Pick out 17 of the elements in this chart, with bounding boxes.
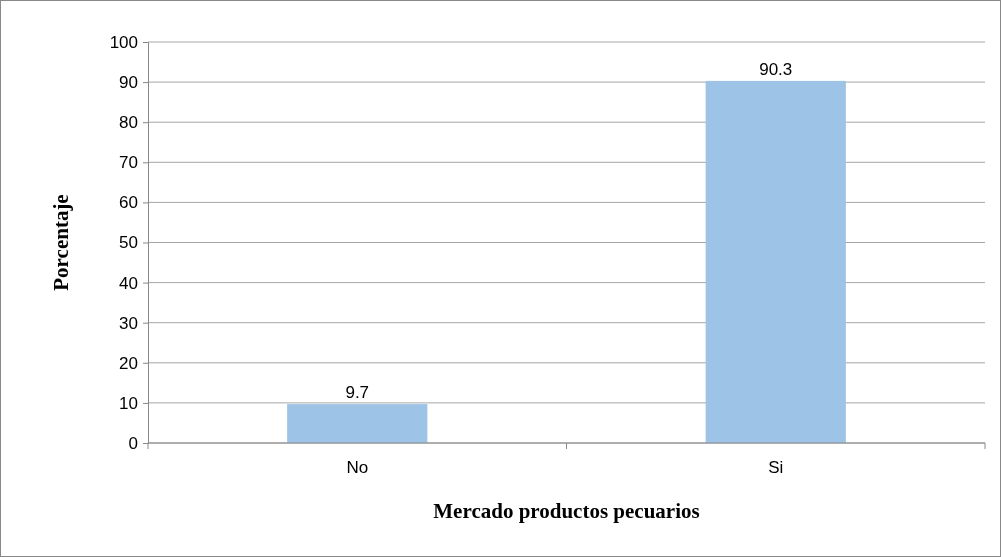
y-tick-label: 10 <box>119 393 138 413</box>
y-tick-label: 100 <box>109 32 138 52</box>
y-tick-label: 70 <box>119 153 138 173</box>
y-tick-label: 80 <box>119 113 138 133</box>
x-axis-title: Mercado productos pecuarios <box>433 499 700 523</box>
y-tick-label: 20 <box>119 353 138 373</box>
y-axis-title: Porcentaje <box>49 194 73 291</box>
y-tick-label: 90 <box>119 73 138 93</box>
y-tick-label: 0 <box>128 433 138 453</box>
y-tick-label: 50 <box>119 233 138 253</box>
data-label: 90.3 <box>759 59 793 79</box>
data-label: 9.7 <box>345 383 370 403</box>
y-tick-label: 40 <box>119 273 138 293</box>
x-tick-label: No <box>346 458 369 477</box>
x-tick-label: Si <box>768 458 784 477</box>
y-tick-label: 30 <box>119 313 138 333</box>
y-tick-label: 60 <box>119 193 138 213</box>
